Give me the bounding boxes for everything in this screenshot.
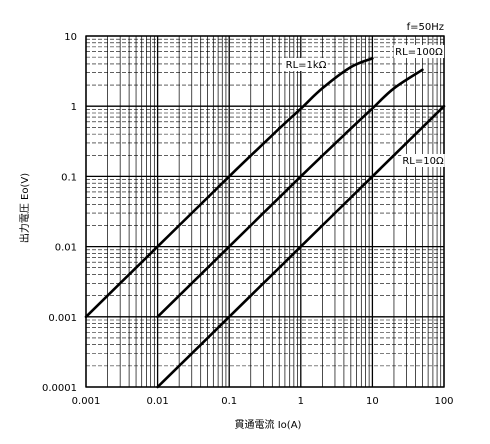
y-tick-label: 0.1 (61, 172, 77, 183)
series-curve (156, 68, 424, 319)
x-tick-label: 1 (298, 396, 304, 407)
y-tick-label: 0.0001 (42, 383, 77, 394)
y-tick-labels: 0.0001 0.001 0.01 0.1 1 10 (42, 32, 77, 394)
x-tick-label: 10 (366, 396, 379, 407)
curve-label: RL=10Ω (402, 156, 444, 167)
y-tick-label: 1 (71, 102, 77, 113)
x-axis-label: 貫通電流 Io(A) (235, 418, 302, 431)
x-tick-label: 0.001 (72, 396, 101, 407)
x-tick-labels: 0.001 0.01 0.1 1 10 100 (72, 396, 454, 407)
curve-label-background (393, 45, 445, 58)
x-tick-label: 0.1 (221, 396, 237, 407)
y-axis-label: 出力電圧 Eo(V) (18, 173, 31, 243)
curve-label-background (284, 58, 328, 71)
y-tick-label: 0.001 (48, 313, 77, 324)
curve-label: RL=100Ω (395, 47, 443, 58)
frequency-annotation: f=50Hz (407, 22, 444, 33)
series-curve (156, 104, 446, 389)
series-curve (84, 57, 374, 319)
curve-label: RL=1kΩ (286, 60, 327, 71)
x-tick-label: 100 (434, 396, 453, 407)
curves (84, 57, 446, 389)
x-tick-label: 0.01 (146, 396, 168, 407)
y-tick-label: 10 (64, 32, 77, 43)
curve-label-background (401, 154, 445, 167)
curve-labels: RL=1kΩ RL=100Ω RL=10Ω (284, 45, 445, 167)
y-tick-label: 0.01 (55, 243, 77, 254)
plot-frame (85, 35, 445, 388)
